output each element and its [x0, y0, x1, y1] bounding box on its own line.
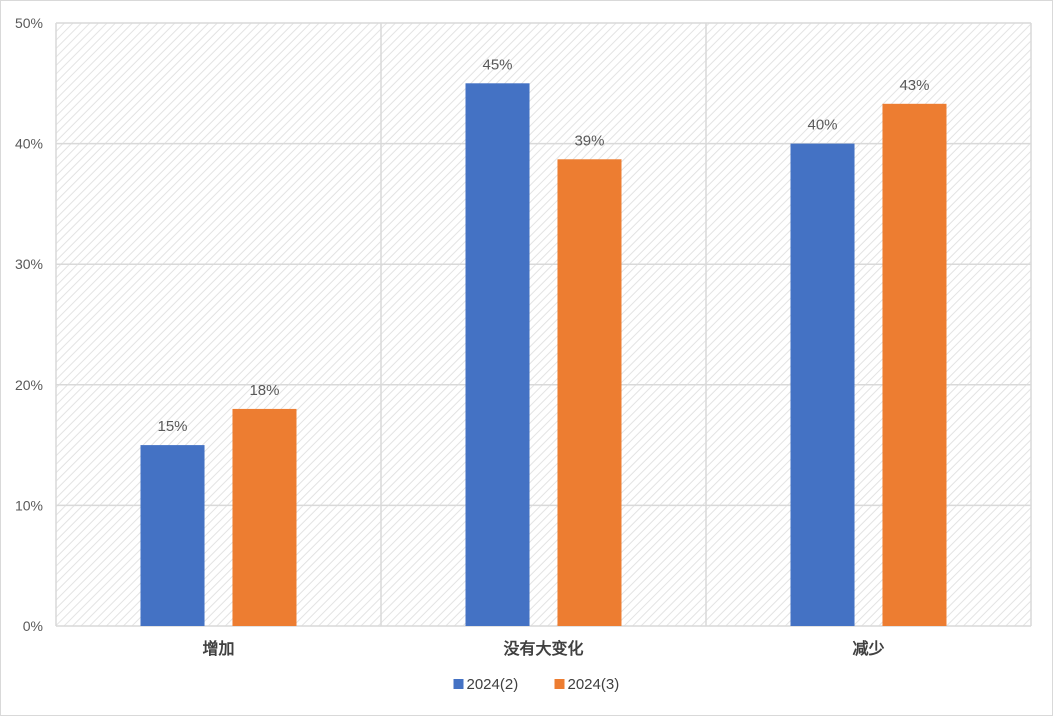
data-label: 45% [482, 56, 512, 73]
legend-swatch [554, 679, 565, 689]
plot-background [56, 23, 1031, 626]
legend-label: 2024(3) [568, 676, 620, 693]
bars [140, 83, 947, 627]
bar [232, 408, 297, 626]
bar [882, 103, 947, 626]
y-axis: 0% 10% 20% 30% 40% 50% [15, 15, 43, 634]
plot-area [56, 23, 1031, 626]
legend-label: 2024(2) [467, 676, 519, 693]
data-label: 40% [807, 117, 837, 134]
gridlines [55, 22, 1032, 627]
bar [465, 83, 530, 627]
data-label: 39% [574, 132, 604, 149]
data-label: 15% [157, 418, 187, 435]
x-axis: 增加 没有大变化 减少 [202, 639, 884, 658]
y-tick-label: 40% [15, 136, 43, 152]
x-tick-label: 减少 [852, 639, 884, 658]
y-tick-label: 30% [15, 256, 43, 272]
data-label: 18% [249, 382, 279, 399]
legend-swatch [453, 679, 464, 689]
bar [790, 143, 855, 626]
data-label: 43% [899, 77, 929, 94]
y-tick-label: 10% [15, 497, 43, 513]
bar [557, 159, 622, 626]
x-tick-label: 增加 [202, 639, 234, 658]
y-tick-label: 0% [23, 618, 43, 634]
bar [140, 445, 205, 626]
x-tick-label: 没有大变化 [503, 639, 583, 658]
legend: 2024(2) 2024(3) [453, 676, 620, 693]
data-labels: 15% 18% 45% 39% 40% 43% [157, 56, 929, 435]
y-tick-label: 50% [15, 15, 43, 31]
y-tick-label: 20% [15, 377, 43, 393]
